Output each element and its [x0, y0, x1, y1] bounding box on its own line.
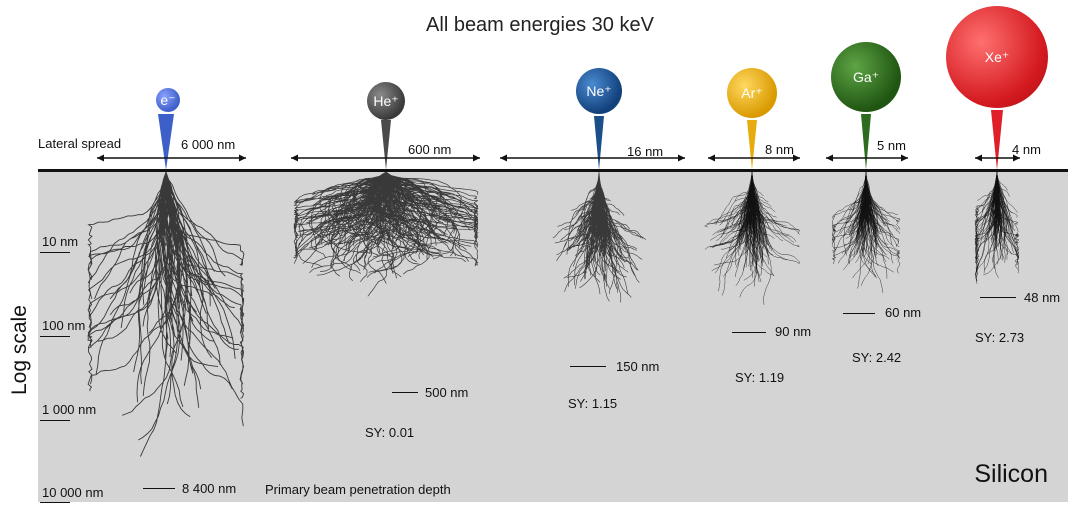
cascade-trajectories [831, 171, 901, 293]
cascade-trajectories [974, 171, 1020, 284]
lateral-value-electron: 6 000 nm [181, 137, 236, 152]
material-label: Silicon [974, 460, 1048, 488]
beam-cone [594, 116, 604, 170]
beam-cone [158, 114, 174, 170]
cascade-trajectories [292, 171, 480, 297]
depth-value-argon: 90 nm [775, 324, 812, 339]
depth-line [843, 313, 875, 314]
arrow-head [708, 154, 715, 162]
scale-tick-line [40, 420, 70, 421]
scale-tick-10nm: 10 nm [42, 234, 79, 249]
beam-label: Ar⁺ [741, 84, 763, 101]
beam-cone [747, 120, 757, 170]
neon-ion-ball: Ne⁺ [576, 68, 622, 114]
penetration-depth-label: Primary beam penetration depth [265, 482, 451, 497]
arrow-head [500, 154, 507, 162]
beam-label: Ne⁺ [586, 82, 612, 99]
lateral-value-argon: 8 nm [765, 142, 794, 157]
scale-tick-100nm: 100 nm [42, 318, 86, 333]
arrow-head [826, 154, 833, 162]
beam-cone [861, 114, 871, 170]
depth-line [143, 488, 175, 489]
arrow-head [473, 154, 480, 162]
sputter-yield-gallium: SY: 2.42 [852, 350, 902, 365]
y-axis-title: Log scale [8, 305, 31, 395]
arrow-head [1013, 154, 1020, 162]
lateral-value-xenon: 4 nm [1012, 142, 1041, 157]
scale-tick-line [40, 252, 70, 253]
lateral-value-neon: 16 nm [627, 144, 664, 159]
sputter-yield-argon: SY: 1.19 [735, 370, 785, 385]
beam-cone [381, 120, 391, 170]
cascade-trajectories [552, 171, 646, 303]
cascade-trajectories [704, 171, 800, 305]
arrow-head [97, 154, 104, 162]
depth-value-gallium: 60 nm [885, 305, 922, 320]
depth-value-electron: 8 400 nm [182, 481, 237, 496]
beam-cone [991, 110, 1003, 170]
xenon-ion-ball: Xe⁺ [946, 6, 1048, 108]
argon-ion-ball: Ar⁺ [727, 68, 777, 118]
lateral-spread-label: Lateral spread [38, 136, 122, 151]
scale-tick-10000nm: 10 000 nm [42, 485, 104, 500]
gallium-ion-ball: Ga⁺ [831, 42, 901, 112]
beam-label: Ga⁺ [852, 68, 880, 85]
helium-ion-ball: He⁺ [367, 82, 405, 120]
arrow-head [793, 154, 800, 162]
arrow-head [678, 154, 685, 162]
sputter-yield-helium: SY: 0.01 [365, 425, 415, 440]
depth-value-neon: 150 nm [616, 359, 660, 374]
scale-tick-line [40, 502, 70, 503]
figure-title: All beam energies 30 keV [426, 14, 654, 36]
arrow-head [239, 154, 246, 162]
arrow-head [901, 154, 908, 162]
sputter-yield-neon: SY: 1.15 [568, 396, 618, 411]
depth-line [980, 297, 1016, 298]
depth-line [732, 332, 766, 333]
sputter-yield-xenon: SY: 2.73 [975, 330, 1025, 345]
silicon-substrate [38, 170, 1068, 502]
surface-line [38, 169, 1068, 172]
depth-line [392, 392, 418, 393]
scale-tick-1000nm: 1 000 nm [42, 402, 97, 417]
scale-tick-line [40, 336, 70, 337]
lateral-value-helium: 600 nm [408, 142, 452, 157]
depth-value-helium: 500 nm [425, 385, 469, 400]
arrow-head [975, 154, 982, 162]
electron-ball: e⁻ [156, 88, 180, 112]
lateral-value-gallium: 5 nm [877, 138, 906, 153]
depth-value-xenon: 48 nm [1024, 290, 1061, 305]
depth-line [570, 366, 606, 367]
beam-label: He⁺ [373, 92, 399, 109]
beam-label: e⁻ [160, 91, 176, 108]
cascade-trajectories [87, 171, 245, 457]
arrow-head [291, 154, 298, 162]
beam-label: Xe⁺ [984, 48, 1010, 65]
